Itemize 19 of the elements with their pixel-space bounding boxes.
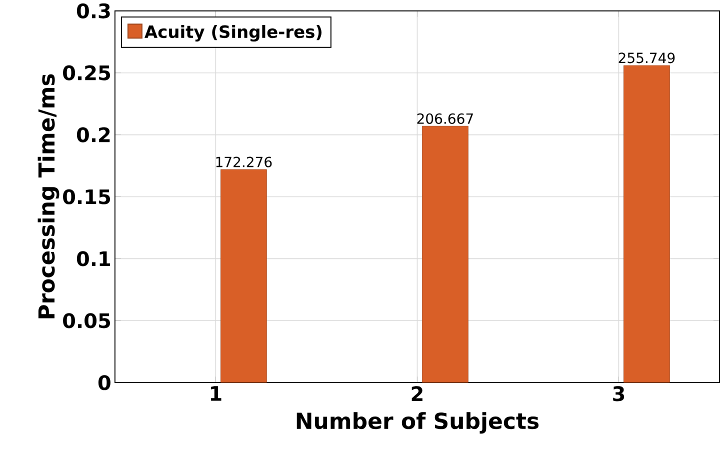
legend-label: Acuity (Single-res) [144,25,322,42]
y-tick-label: 0.05 [63,313,110,328]
y-tick-label: 0 [98,375,110,390]
y-tick-label: 0.25 [63,66,110,81]
y-axis-title: Processing Time/ms [38,74,60,319]
bar [220,170,267,383]
y-tick-label: 0.2 [76,127,110,143]
bar [422,126,468,383]
x-axis-title: Number of Subjects [296,412,539,434]
annotation: 206.667 [417,114,473,124]
bar [624,65,670,383]
annotation: 172.276 [216,156,272,168]
annotation: 255.749 [618,52,675,64]
y-tick-label: 0.15 [63,189,110,205]
y-tick-label: 0.3 [76,4,110,19]
x-tick-label: 2 [412,386,422,402]
x-tick-label: 1 [210,386,222,401]
y-tick-label: 0.1 [76,251,110,266]
x-tick-label: 3 [613,386,624,402]
